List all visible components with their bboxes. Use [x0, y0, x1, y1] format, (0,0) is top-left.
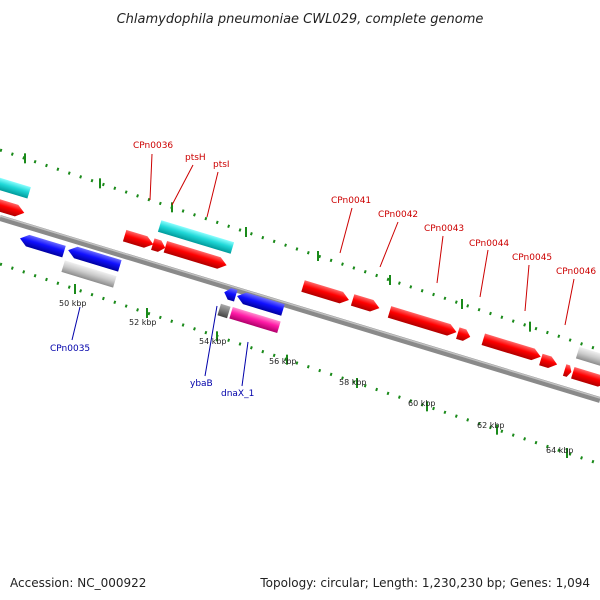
gene-feature-cpn0035-region: [19, 234, 66, 258]
outer-tick-track: [0, 148, 600, 352]
gene-label-cpn0036: CPn0036: [133, 141, 173, 151]
gene-label-cpn0044: CPn0044: [469, 239, 509, 249]
forward-gene-labels: CPn0036 ptsH ptsI CPn0041 CPn0042 CPn004…: [133, 141, 596, 277]
gene-feature-cpn0041: [301, 280, 349, 304]
inner-major-ticks: [74, 284, 568, 458]
gene-label-cpn0043: CPn0043: [424, 224, 464, 234]
scale-label: 60 kbp: [408, 399, 436, 408]
scale-label: 56 kbp: [269, 357, 297, 366]
gene-feature-cpn0044: [456, 327, 471, 341]
reverse-gene-labels: CPn0035 ybaB dnaX_1: [50, 344, 254, 399]
scale-label: 52 kbp: [129, 318, 157, 327]
gene-feature-cpn0036: [122, 229, 154, 248]
gene-feature-red: [0, 197, 25, 217]
leader-line: [564, 278, 575, 326]
gene-feature-cpn0043: [387, 306, 457, 336]
gene-feature-pseudo: [61, 260, 117, 288]
leader-line: [206, 171, 219, 218]
leader-line: [436, 235, 444, 284]
leader-line: [339, 207, 353, 254]
scale-label: 62 kbp: [477, 421, 505, 430]
inner-tick-track: [0, 262, 600, 466]
map-title: Chlamydophila pneumoniae CWL029, complet…: [117, 12, 484, 27]
leader-line: [479, 249, 489, 298]
gene-feature-cpn0046: [571, 367, 600, 387]
gene-feature-cpn0045b: [539, 353, 558, 368]
leader-line: [71, 306, 81, 341]
gene-label-cpn0046: CPn0046: [556, 267, 596, 277]
gene-feature-small: [562, 364, 572, 377]
genome-summary-text: Topology: circular; Length: 1,230,230 bp…: [259, 576, 590, 590]
gene-label-cpn0042: CPn0042: [378, 210, 418, 220]
leader-line: [204, 305, 218, 377]
leader-line: [524, 264, 530, 312]
gene-features: [0, 175, 600, 387]
scale-label: 64 kbp: [546, 446, 574, 455]
gene-feature-dark: [217, 303, 231, 319]
gene-feature-dnax-1: [237, 292, 285, 316]
scale-labels: 50 kbp 52 kbp 54 kbp 56 kbp 58 kbp 60 kb…: [59, 299, 574, 455]
gene-label-ptsh: ptsH: [185, 153, 206, 163]
gene-feature-cyan: [0, 175, 31, 199]
gene-feature-blue: [68, 246, 122, 272]
leader-line: [171, 164, 194, 206]
label-leader-lines: [71, 153, 575, 387]
gene-label-cpn0041: CPn0041: [331, 196, 371, 206]
gene-feature-pseudo-2: [575, 346, 600, 368]
leader-line: [241, 341, 249, 387]
gene-feature-rna: [157, 220, 235, 254]
gene-feature-ptsi: [163, 240, 227, 269]
gene-label-dnax-1: dnaX_1: [221, 389, 254, 399]
genome-backbone-highlight: [0, 215, 600, 399]
leader-line: [379, 221, 399, 268]
gene-feature-cpn0045: [481, 333, 541, 361]
genome-backbone: [0, 215, 600, 403]
scale-label: 50 kbp: [59, 299, 87, 308]
gene-label-cpn0045: CPn0045: [512, 253, 552, 263]
gene-feature-cpn0042: [350, 294, 380, 312]
gene-feature-highlight: [229, 307, 281, 333]
gene-label-cpn0035: CPn0035: [50, 344, 90, 354]
leader-line: [149, 153, 153, 201]
gene-feature-ybab: [224, 288, 238, 302]
scale-label: 58 kbp: [339, 378, 367, 387]
accession-text: Accession: NC_000922: [10, 576, 146, 590]
gene-feature-ptsh: [151, 238, 166, 252]
gene-label-ybab: ybaB: [190, 379, 213, 389]
scale-label: 54 kbp: [199, 337, 227, 346]
gene-label-ptsi: ptsI: [213, 160, 230, 170]
